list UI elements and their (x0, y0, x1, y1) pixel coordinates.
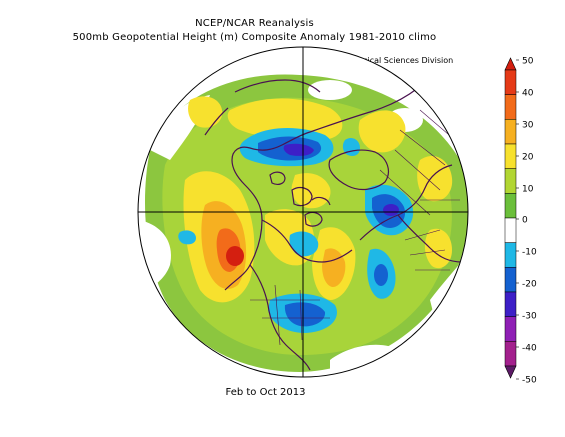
colorbar: 50 40 30 20 10 0 -10 -20 -30 -40 -50 (504, 57, 537, 386)
colorbar-segment (504, 168, 517, 194)
colorbar-label: -30 (522, 312, 537, 322)
colorbar-segment (504, 217, 517, 243)
colorbar-label: 30 (522, 121, 534, 131)
colorbar-segment (504, 143, 517, 169)
period-label: Feb to Oct 2013 (225, 387, 306, 398)
colorbar-segment (504, 291, 517, 317)
colorbar-label: -20 (522, 280, 537, 290)
colorbar-bottom-arrow (504, 365, 517, 379)
colorbar-segment (504, 316, 517, 342)
colorbar-label: 0 (522, 216, 528, 226)
credit-label: NOAA/ESRL Physical Sciences Division (300, 56, 454, 65)
colorbar-segment (504, 119, 517, 145)
colorbar-segment (504, 193, 517, 219)
colorbar-top-arrow (504, 57, 517, 71)
map-title: NCEP/NCAR Reanalysis (195, 18, 314, 29)
political-borders (250, 109, 460, 346)
colorbar-label: 10 (522, 185, 534, 195)
colorbar-segment (504, 242, 517, 268)
colorbar-segment (504, 94, 517, 120)
colorbar-label: 20 (522, 153, 534, 163)
colorbar-segment (504, 341, 517, 367)
colorbar-segment (504, 69, 517, 95)
anomaly-field (138, 47, 468, 377)
colorbar-label: -10 (522, 248, 537, 258)
colorbar-label: 50 (522, 57, 534, 67)
colorbar-label: -40 (522, 344, 537, 354)
colorbar-label: -50 (522, 376, 537, 386)
colorbar-segment (504, 267, 517, 293)
map-subtitle: 500mb Geopotential Height (m) Composite … (72, 32, 437, 43)
colorbar-label: 40 (522, 89, 534, 99)
